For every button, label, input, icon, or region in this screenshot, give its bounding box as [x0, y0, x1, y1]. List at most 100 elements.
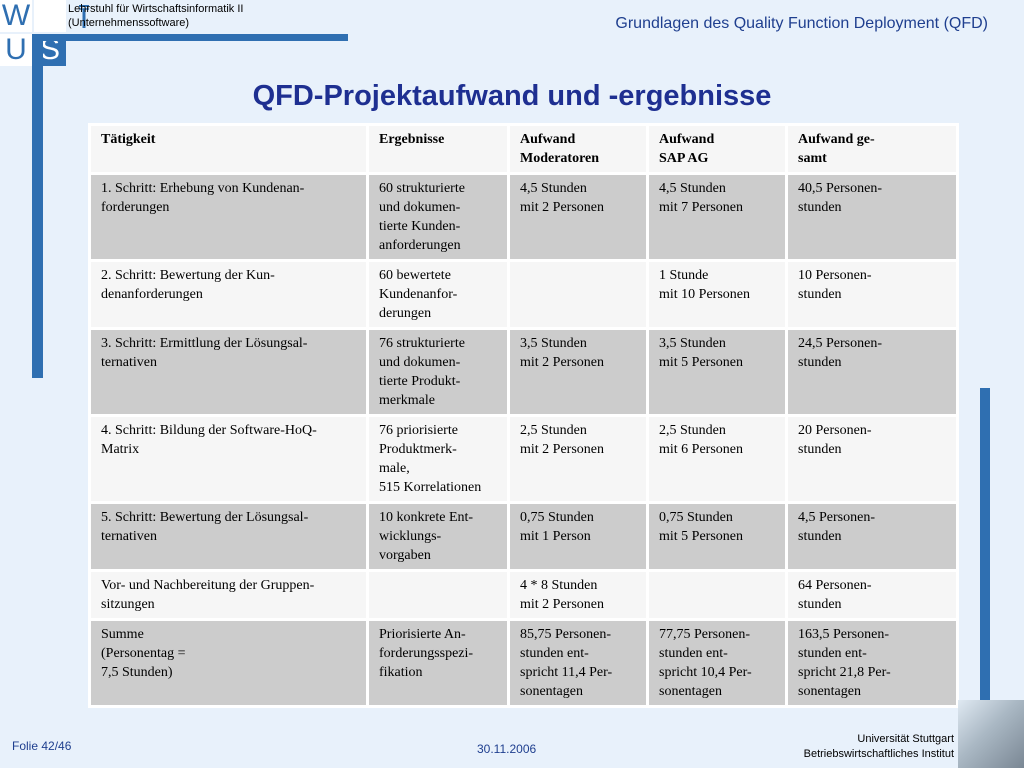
cell-line: 64 Personen-	[798, 578, 872, 593]
university-line-2: Betriebswirtschaftliches Institut	[803, 748, 954, 760]
university-name: Universität Stuttgart Betriebswirtschaft…	[804, 732, 954, 762]
chair-line-2: (Unternehmenssoftware)	[68, 17, 190, 29]
header-cell: Aufwand SAP AG	[646, 123, 788, 175]
cell-line: merkmale	[379, 393, 435, 408]
table-cell: 24,5 Personen-stunden	[785, 327, 959, 417]
cell-line: 60 strukturierte	[379, 181, 465, 196]
header-title: Grundlagen des Quality Function Deployme…	[615, 15, 988, 32]
table-cell: 4. Schritt: Bildung der Software-HoQ- Mat…	[88, 414, 369, 504]
cell-line: 2,5 Stunden	[659, 423, 726, 438]
table-cell	[507, 259, 649, 330]
effort-table: Tätigkeit Ergebnisse Aufwand Moderatoren Auf…	[88, 123, 959, 708]
cell-line: 2,5 Stunden	[520, 423, 587, 438]
tower-icon	[79, 5, 89, 28]
cell-line: mit 2 Personen	[520, 200, 604, 215]
cell-line: Matrix	[101, 442, 140, 457]
cell-line: mit 7 Personen	[659, 200, 743, 215]
cell-line: spricht 21,8 Per-	[798, 665, 891, 680]
left-rule	[32, 34, 43, 378]
cell-line: 4,5 Stunden	[520, 181, 587, 196]
table-cell: 64 Personen-stunden	[785, 569, 959, 621]
cell-line: 3,5 Stunden	[659, 336, 726, 351]
cell-line: stunden	[798, 200, 842, 215]
table-row: 2. Schritt: Bewertung der Kun-denanforde…	[88, 259, 959, 330]
cell-line: Aufwand	[659, 132, 715, 147]
table-cell: 4,5 Stunden mit 7 Personen	[646, 172, 788, 262]
cell-line: 7,5 Stunden)	[101, 665, 173, 680]
cell-line: 40,5 Personen-	[798, 181, 882, 196]
cell-line: Ergebnisse	[379, 132, 445, 147]
cell-line: 1 Stunde	[659, 268, 709, 283]
slide-number: Folie 42/46	[12, 739, 72, 753]
cell-line: Aufwand	[520, 132, 576, 147]
table-cell: 1. Schritt: Erhebung von Kundenan-forder…	[88, 172, 369, 262]
cell-line: (Personentag =	[101, 646, 186, 661]
table-cell: 20 Personen-stunden	[785, 414, 959, 504]
table-cell: 10 Personen-stunden	[785, 259, 959, 330]
cell-line: samt	[798, 151, 827, 166]
table-row: 1. Schritt: Erhebung von Kundenan-forder…	[88, 172, 959, 262]
cell-line: 515 Korrelationen	[379, 480, 482, 495]
cell-line: stunden	[798, 442, 842, 457]
table-header-row: Tätigkeit Ergebnisse Aufwand Moderatoren Auf…	[88, 123, 959, 175]
cell-line: mit 2 Personen	[520, 597, 604, 612]
university-line-1: Universität Stuttgart	[857, 733, 954, 745]
cell-line: 20 Personen-	[798, 423, 872, 438]
cell-line: Aufwand ge-	[798, 132, 875, 147]
table-cell: 1 Stunde mit 10 Personen	[646, 259, 788, 330]
cell-line: 163,5 Personen-	[798, 627, 889, 642]
cell-line: mit 2 Personen	[520, 442, 604, 457]
cell-line: 60 bewertete	[379, 268, 451, 283]
chair-name: Lehrstuhl für Wirtschaftsinformatik II (…	[68, 2, 243, 30]
table-row: 4. Schritt: Bildung der Software-HoQ- Mat…	[88, 414, 959, 504]
table-cell: 60 bewertete Kundenanfor-derungen	[366, 259, 510, 330]
cell-line: tierte Produkt-	[379, 374, 461, 389]
table-cell: 2,5 Stunden mit 2 Personen	[507, 414, 649, 504]
table-cell: 4,5 Stunden mit 2 Personen	[507, 172, 649, 262]
table-cell: 76 strukturierte und dokumen-tierte Produ…	[366, 327, 510, 417]
cell-line: 4 * 8 Stunden	[520, 578, 598, 593]
cell-line: 1. Schritt: Erhebung von Kundenan-	[101, 181, 305, 196]
cell-line: male,	[379, 461, 410, 476]
cell-line: spricht 10,4 Per-	[659, 665, 752, 680]
slide-title: QFD-Projektaufwand und -ergebnisse	[252, 80, 772, 112]
building-photo	[958, 700, 1024, 768]
right-rule	[980, 388, 990, 700]
cell-line: tierte Kunden-	[379, 219, 461, 234]
cell-line: 3,5 Stunden	[520, 336, 587, 351]
cell-line: 76 priorisierte	[379, 423, 458, 438]
slide-date: 30.11.2006	[477, 742, 537, 756]
cell-line: 5. Schritt: Bewertung der Lösungsal-	[101, 510, 309, 525]
cell-line: stunden ent-	[520, 646, 589, 661]
cell-line: stunden	[798, 355, 842, 370]
header-rule	[32, 34, 348, 41]
cell-line: mit 1 Person	[520, 529, 591, 544]
cell-line: sonentagen	[659, 684, 722, 699]
table-row: 3. Schritt: Ermittlung der Lösungsal-ter…	[88, 327, 959, 417]
logo-letter-w: W	[0, 0, 32, 32]
table-cell: 76 priorisierte Produktmerk-male, 515 Korr…	[366, 414, 510, 504]
table-cell: 2. Schritt: Bewertung der Kun-denanforde…	[88, 259, 369, 330]
cell-line: sonentagen	[520, 684, 583, 699]
cell-line: Kundenanfor-	[379, 287, 458, 302]
table-cell: 2,5 Stunden mit 6 Personen	[646, 414, 788, 504]
cell-line: 0,75 Stunden	[520, 510, 594, 525]
table-cell: 4 * 8 Stunden mit 2 Personen	[507, 569, 649, 621]
cell-line: Summe	[101, 627, 144, 642]
cell-line: 10 konkrete Ent-	[379, 510, 474, 525]
table-cell: 3,5 Stunden mit 2 Personen	[507, 327, 649, 417]
cell-line: mit 2 Personen	[520, 355, 604, 370]
table-cell: 77,75 Personen-stunden ent-spricht 10,4 …	[646, 618, 788, 708]
cell-line: Vor- und Nachbereitung der Gruppen-	[101, 578, 315, 593]
table-cell	[366, 569, 510, 621]
cell-line: spricht 11,4 Per-	[520, 665, 613, 680]
cell-line: stunden ent-	[659, 646, 728, 661]
cell-line: forderungsspezi-	[379, 646, 474, 661]
table-cell: 3. Schritt: Ermittlung der Lösungsal-ter…	[88, 327, 369, 417]
header-cell: Tätigkeit	[88, 123, 369, 175]
cell-line: denanforderungen	[101, 287, 203, 302]
header-cell: Aufwand Moderatoren	[507, 123, 649, 175]
chair-line-1: Lehrstuhl für Wirtschaftsinformatik II	[68, 3, 244, 15]
cell-line: mit 5 Personen	[659, 529, 743, 544]
table-cell	[646, 569, 788, 621]
